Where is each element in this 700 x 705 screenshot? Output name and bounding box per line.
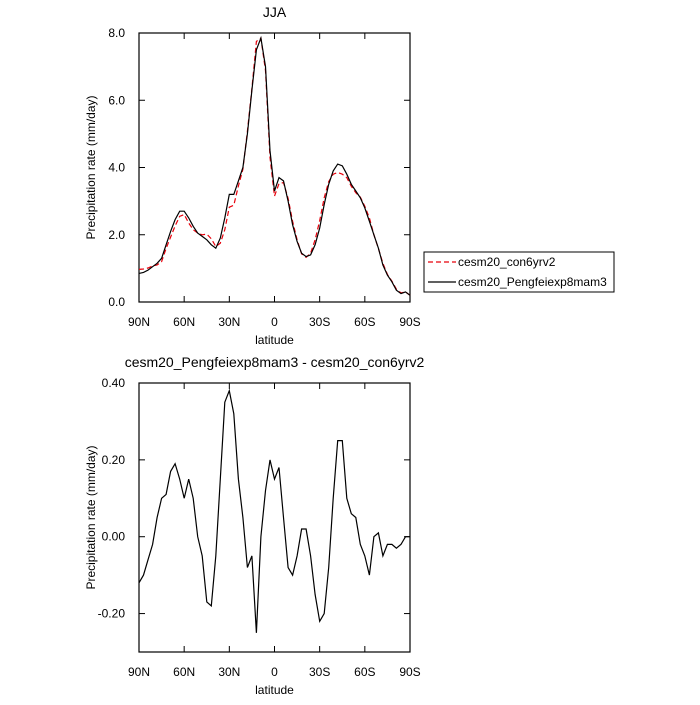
plot-frame — [138, 382, 411, 653]
chart-title: JJA — [263, 4, 287, 20]
x-tick-label: 60S — [354, 665, 375, 679]
x-tick-label: 30S — [309, 665, 330, 679]
chart-title: cesm20_Pengfeiexp8mam3 - cesm20_con6yrv2 — [125, 354, 425, 370]
legend-box — [423, 251, 615, 293]
y-tick-label: 0.0 — [108, 295, 125, 309]
legend-label: cesm20_con6yrv2 — [458, 255, 556, 269]
y-tick-label: 8.0 — [108, 26, 125, 40]
y-axis-label: Precipitation rate (mm/day) — [84, 95, 98, 239]
y-axis-label: Precipitation rate (mm/day) — [84, 445, 98, 589]
y-tick-label: 0.00 — [102, 530, 126, 544]
x-tick-label: 30N — [218, 315, 240, 329]
x-tick-label: 60N — [173, 315, 195, 329]
x-tick-label: 90S — [399, 665, 420, 679]
x-tick-label: 30S — [309, 315, 330, 329]
x-tick-label: 90N — [128, 665, 150, 679]
y-tick-label: -0.20 — [98, 607, 126, 621]
y-tick-label: 6.0 — [108, 93, 125, 107]
x-tick-label: 30N — [218, 665, 240, 679]
y-tick-label: 2.0 — [108, 228, 125, 242]
y-tick-label: 0.20 — [102, 453, 126, 467]
y-tick-label: 4.0 — [108, 161, 125, 175]
data-line — [138, 35, 411, 296]
x-tick-label: 60N — [173, 665, 195, 679]
plot-frame — [138, 32, 411, 303]
data-line — [138, 36, 411, 296]
legend-label: cesm20_Pengfeiexp8mam3 — [458, 275, 607, 289]
x-tick-label: 60S — [354, 315, 375, 329]
x-axis-label: latitude — [255, 333, 294, 347]
x-tick-label: 90N — [128, 315, 150, 329]
data-line — [138, 388, 410, 633]
x-tick-label: 0 — [271, 665, 278, 679]
x-axis-label: latitude — [255, 683, 294, 697]
y-tick-label: 0.40 — [102, 376, 126, 390]
x-tick-label: 0 — [271, 315, 278, 329]
x-tick-label: 90S — [399, 315, 420, 329]
